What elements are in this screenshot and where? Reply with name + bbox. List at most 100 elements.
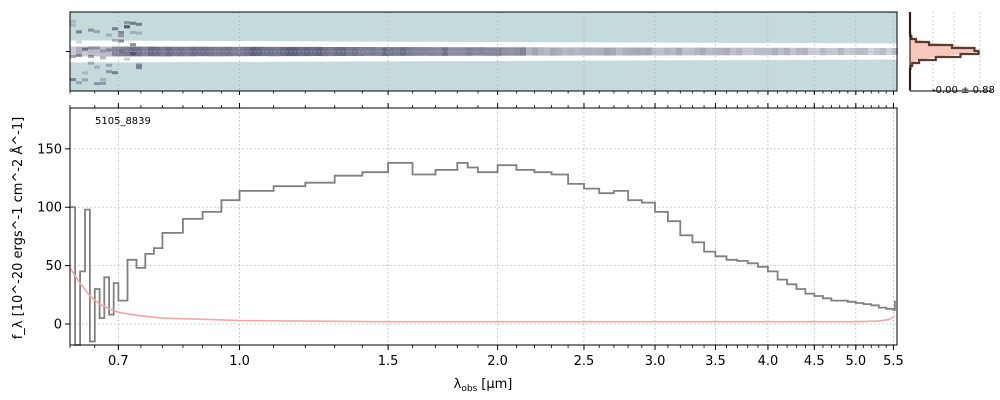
heatmap-trace-cell — [646, 47, 652, 56]
heatmap-noise-cell — [70, 23, 76, 27]
heatmap-noise-cell — [106, 33, 112, 37]
plot-ticks: 0.7 1.0 1.5 2.0 2.5 3.0 3.5 4.0 4.5 5.0 5.5 0 50 100 1… — [37, 103, 904, 369]
x-tick-label-2: 1.5 — [378, 354, 399, 369]
heatmap-light-cell — [802, 43, 808, 60]
x-tick-label-0: 0.7 — [108, 354, 129, 369]
heatmap-trace-cell — [694, 47, 700, 56]
spectrum-2d-ticks — [66, 51, 894, 95]
heatmap-noise-cell — [76, 54, 82, 57]
heatmap-light-cell — [886, 43, 892, 60]
x-tick-label-3: 2.0 — [487, 354, 508, 369]
heatmap-noise-cell — [118, 49, 124, 53]
heatmap-noise-cell — [112, 39, 118, 42]
heatmap-trace-cell — [490, 47, 496, 56]
heatmap-noise-cell — [106, 70, 112, 74]
heatmap-trace-cell — [814, 47, 820, 56]
heatmap-trace-cell — [826, 47, 832, 56]
heatmap-trace-cell — [250, 46, 256, 57]
spectrum-1d-panel: 0.7 1.0 1.5 2.0 2.5 3.0 3.5 4.0 4.5 5.0 5.5 0 50 100 1… — [10, 103, 904, 394]
heatmap-trace-cell — [478, 47, 484, 56]
heatmap-trace-cell — [274, 46, 280, 57]
heatmap-trace-cell — [514, 47, 520, 56]
heatmap-trace-cell — [778, 47, 784, 56]
heatmap-trace-cell — [166, 46, 172, 57]
heatmap-trace-cell — [538, 47, 544, 56]
heatmap-light-cell — [850, 43, 856, 60]
profile-annotation: -0.00 ± 0.88 — [932, 85, 995, 96]
heatmap-trace-cell — [850, 47, 856, 56]
x-axis-label-sub: obs — [461, 384, 477, 394]
heatmap-light-cell — [610, 42, 616, 61]
heatmap-trace-cell — [334, 47, 340, 56]
heatmap-light-cell — [694, 42, 700, 61]
plot-area — [70, 108, 897, 345]
heatmap-trace-cell — [238, 46, 244, 57]
heatmap-trace-cell — [94, 46, 100, 57]
heatmap-trace-cell — [862, 47, 868, 55]
heatmap-noise-cell — [70, 78, 76, 82]
heatmap-noise-cell — [136, 22, 142, 26]
heatmap-noise-cell — [94, 82, 100, 86]
heatmap-light-cell — [622, 42, 628, 61]
heatmap-trace-cell — [430, 47, 436, 56]
heatmap-trace-cell — [106, 46, 112, 57]
heatmap-trace-cell — [526, 47, 532, 56]
heatmap-noise-cell — [136, 66, 142, 70]
heatmap-noise-cell — [124, 21, 130, 25]
y-tick-label-3: 150 — [37, 142, 62, 157]
heatmap-trace-cell — [118, 46, 124, 57]
heatmap-noise-cell — [88, 46, 94, 50]
spectrum-2d-grid — [70, 12, 897, 91]
heatmap-trace-cell — [574, 47, 580, 56]
y-axis-label-text: f_λ [10^-20 ergs^-1 cm^-2 Å^-1] — [10, 117, 26, 340]
x-tick-label-7: 4.0 — [758, 354, 779, 369]
heatmap-noise-cell — [106, 48, 112, 52]
heatmap-noise-cell — [112, 27, 118, 31]
heatmap-noise-cell — [118, 39, 124, 43]
plot-series — [69, 162, 896, 346]
heatmap-trace-cell — [874, 48, 880, 56]
heatmap-noise-cell — [70, 55, 76, 59]
y-tick-label-0: 0 — [54, 317, 62, 332]
heatmap-noise-cell — [82, 71, 88, 75]
heatmap-light-cell — [526, 42, 532, 61]
heatmap-trace-cell — [70, 46, 76, 57]
heatmap-noise-cell — [88, 55, 94, 58]
heatmap-trace-cell — [718, 47, 724, 56]
spectrum-id-annotation: 5105_8839 — [95, 116, 151, 127]
heatmap-light-cell — [718, 42, 724, 61]
heatmap-light-cell — [574, 42, 580, 61]
heatmap-trace-cell — [838, 47, 844, 56]
x-tick-label-10: 5.5 — [883, 354, 904, 369]
heatmap-light-cell — [598, 42, 604, 61]
heatmap-light-cell — [646, 42, 652, 61]
heatmap-noise-cell — [118, 34, 124, 38]
heatmap-light-cell — [838, 43, 844, 60]
x-axis-label-unit: [μm] — [481, 377, 512, 392]
heatmap-trace-cell — [406, 47, 412, 56]
heatmap-light-cell — [586, 42, 592, 61]
heatmap-trace-cell — [154, 46, 160, 57]
heatmap-light-cell — [106, 40, 112, 63]
heatmap-noise-cell — [88, 61, 94, 65]
heatmap-trace-cell — [298, 46, 304, 57]
heatmap-trace-cell — [142, 46, 148, 57]
heatmap-noise-cell — [118, 31, 124, 34]
heatmap-light-cell — [538, 42, 544, 61]
plot-frame — [69, 107, 898, 346]
series-flux-line — [70, 162, 896, 346]
heatmap-noise-cell — [100, 78, 106, 81]
x-tick-label-9: 5.0 — [845, 354, 866, 369]
heatmap-trace-cell — [82, 46, 88, 57]
heatmap-noise-cell — [94, 30, 100, 34]
heatmap-light-cell — [94, 40, 100, 63]
heatmap-light-cell — [862, 43, 868, 60]
heatmap-trace-cell — [682, 47, 688, 56]
heatmap-noise-cell — [76, 81, 82, 85]
heatmap-light-cell — [766, 43, 772, 60]
heatmap-trace-cell — [310, 46, 316, 56]
heatmap-trace-cell — [766, 47, 772, 56]
heatmap-light-cell — [82, 40, 88, 63]
heatmap-trace-cell — [418, 47, 424, 56]
